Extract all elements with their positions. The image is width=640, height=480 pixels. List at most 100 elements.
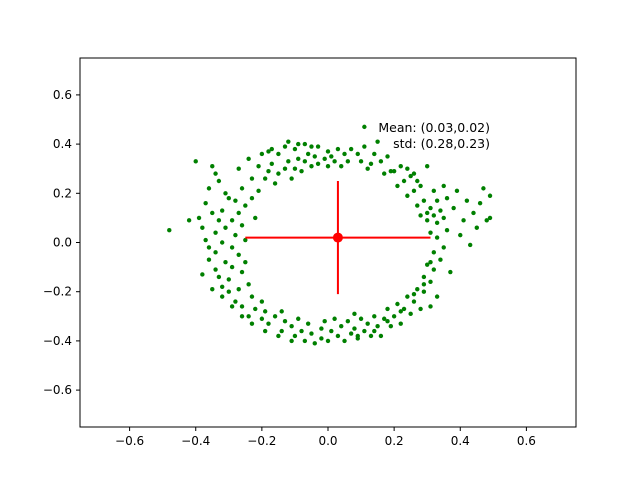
scatter-point — [219, 208, 225, 213]
scatter-point — [312, 154, 317, 159]
scatter-point — [342, 338, 347, 344]
scatter-point — [302, 338, 308, 344]
scatter-point — [339, 323, 344, 329]
x-tick-label: 0.6 — [517, 434, 536, 448]
scatter-point — [223, 225, 228, 230]
y-tick-label: 0.0 — [53, 236, 72, 250]
scatter-point — [425, 262, 430, 267]
scatter-point — [219, 294, 225, 299]
scatter-point — [385, 319, 390, 324]
scatter-point — [385, 154, 390, 159]
scatter-point — [236, 252, 241, 257]
scatter-point — [444, 196, 450, 201]
scatter-point — [411, 188, 417, 194]
x-tick-label: 0.2 — [385, 434, 404, 448]
scatter-point — [229, 264, 235, 270]
scatter-point — [471, 210, 476, 216]
scatter-point — [431, 188, 437, 194]
scatter-point — [226, 277, 231, 282]
scatter-point — [239, 314, 245, 319]
scatter-point — [458, 232, 463, 238]
scatter-point — [398, 321, 403, 326]
scatter-point — [434, 235, 440, 240]
scatter-point — [309, 331, 314, 336]
scatter-point — [282, 319, 288, 324]
scatter-point — [246, 314, 251, 319]
scatter-point — [262, 309, 268, 314]
scatter-point — [243, 203, 248, 208]
scatter-point — [299, 328, 304, 334]
scatter-point — [348, 331, 354, 336]
mean-marker — [332, 232, 343, 243]
scatter-point — [259, 316, 265, 321]
scatter-point — [335, 333, 341, 339]
scatter-point — [329, 328, 334, 334]
y-tick-label: 0.6 — [53, 88, 72, 102]
scatter-point — [246, 282, 251, 287]
scatter-point — [236, 166, 241, 171]
scatter-point — [378, 159, 384, 164]
scatter-point — [256, 188, 261, 194]
x-tick-label: 0.4 — [451, 434, 470, 448]
scatter-point — [365, 321, 370, 326]
scatter-point — [401, 178, 407, 184]
scatter-point — [325, 149, 331, 154]
scatter-point — [421, 289, 427, 294]
scatter-point — [210, 287, 215, 292]
scatter-point — [302, 159, 308, 164]
scatter-point — [206, 186, 212, 191]
scatter-point — [428, 279, 433, 285]
scatter-point — [239, 186, 245, 191]
scatter-point — [210, 164, 215, 169]
scatter-point — [269, 161, 274, 166]
scatter-point — [434, 220, 440, 226]
scatter-point — [332, 316, 337, 321]
scatter-point — [305, 151, 311, 157]
scatter-point — [329, 154, 334, 159]
scatter-point — [355, 151, 360, 157]
x-tick-label: −0.6 — [115, 434, 144, 448]
scatter-point — [249, 321, 255, 326]
scatter-point — [438, 208, 443, 213]
scatter-point — [312, 341, 317, 346]
scatter-point — [382, 316, 387, 321]
scatter-point — [398, 164, 403, 169]
scatter-point — [388, 323, 394, 329]
scatter-point — [302, 141, 308, 147]
scatter-point — [249, 294, 255, 299]
scatter-point — [487, 215, 493, 221]
scatter-point — [372, 151, 377, 157]
scatter-point — [441, 183, 446, 189]
scatter-point — [253, 215, 258, 221]
scatter-point — [474, 225, 479, 230]
scatter-point — [216, 178, 222, 184]
scatter-point — [375, 323, 380, 329]
scatter-point — [203, 200, 208, 206]
scatter-point — [203, 237, 208, 243]
scatter-point — [375, 139, 380, 144]
scatter-point — [481, 186, 486, 191]
scatter-point — [411, 291, 417, 297]
scatter-point — [276, 171, 281, 176]
scatter-point — [415, 203, 420, 208]
scatter-point — [253, 306, 258, 312]
scatter-point — [296, 156, 301, 162]
scatter-point — [292, 333, 298, 339]
scatter-point — [282, 166, 288, 171]
scatter-point — [249, 176, 255, 181]
scatter-point — [421, 282, 427, 287]
scatter-point — [292, 146, 298, 152]
scatter-point — [325, 338, 331, 344]
scatter-point — [226, 196, 231, 201]
scatter-point — [425, 210, 430, 216]
scatter-point — [309, 164, 314, 169]
scatter-point — [415, 287, 420, 292]
scatter-point — [233, 299, 238, 304]
scatter-point — [401, 306, 407, 312]
scatter-point — [405, 193, 410, 198]
scatter-point — [229, 304, 235, 309]
scatter-point — [262, 176, 268, 181]
scatter-point — [348, 146, 354, 152]
